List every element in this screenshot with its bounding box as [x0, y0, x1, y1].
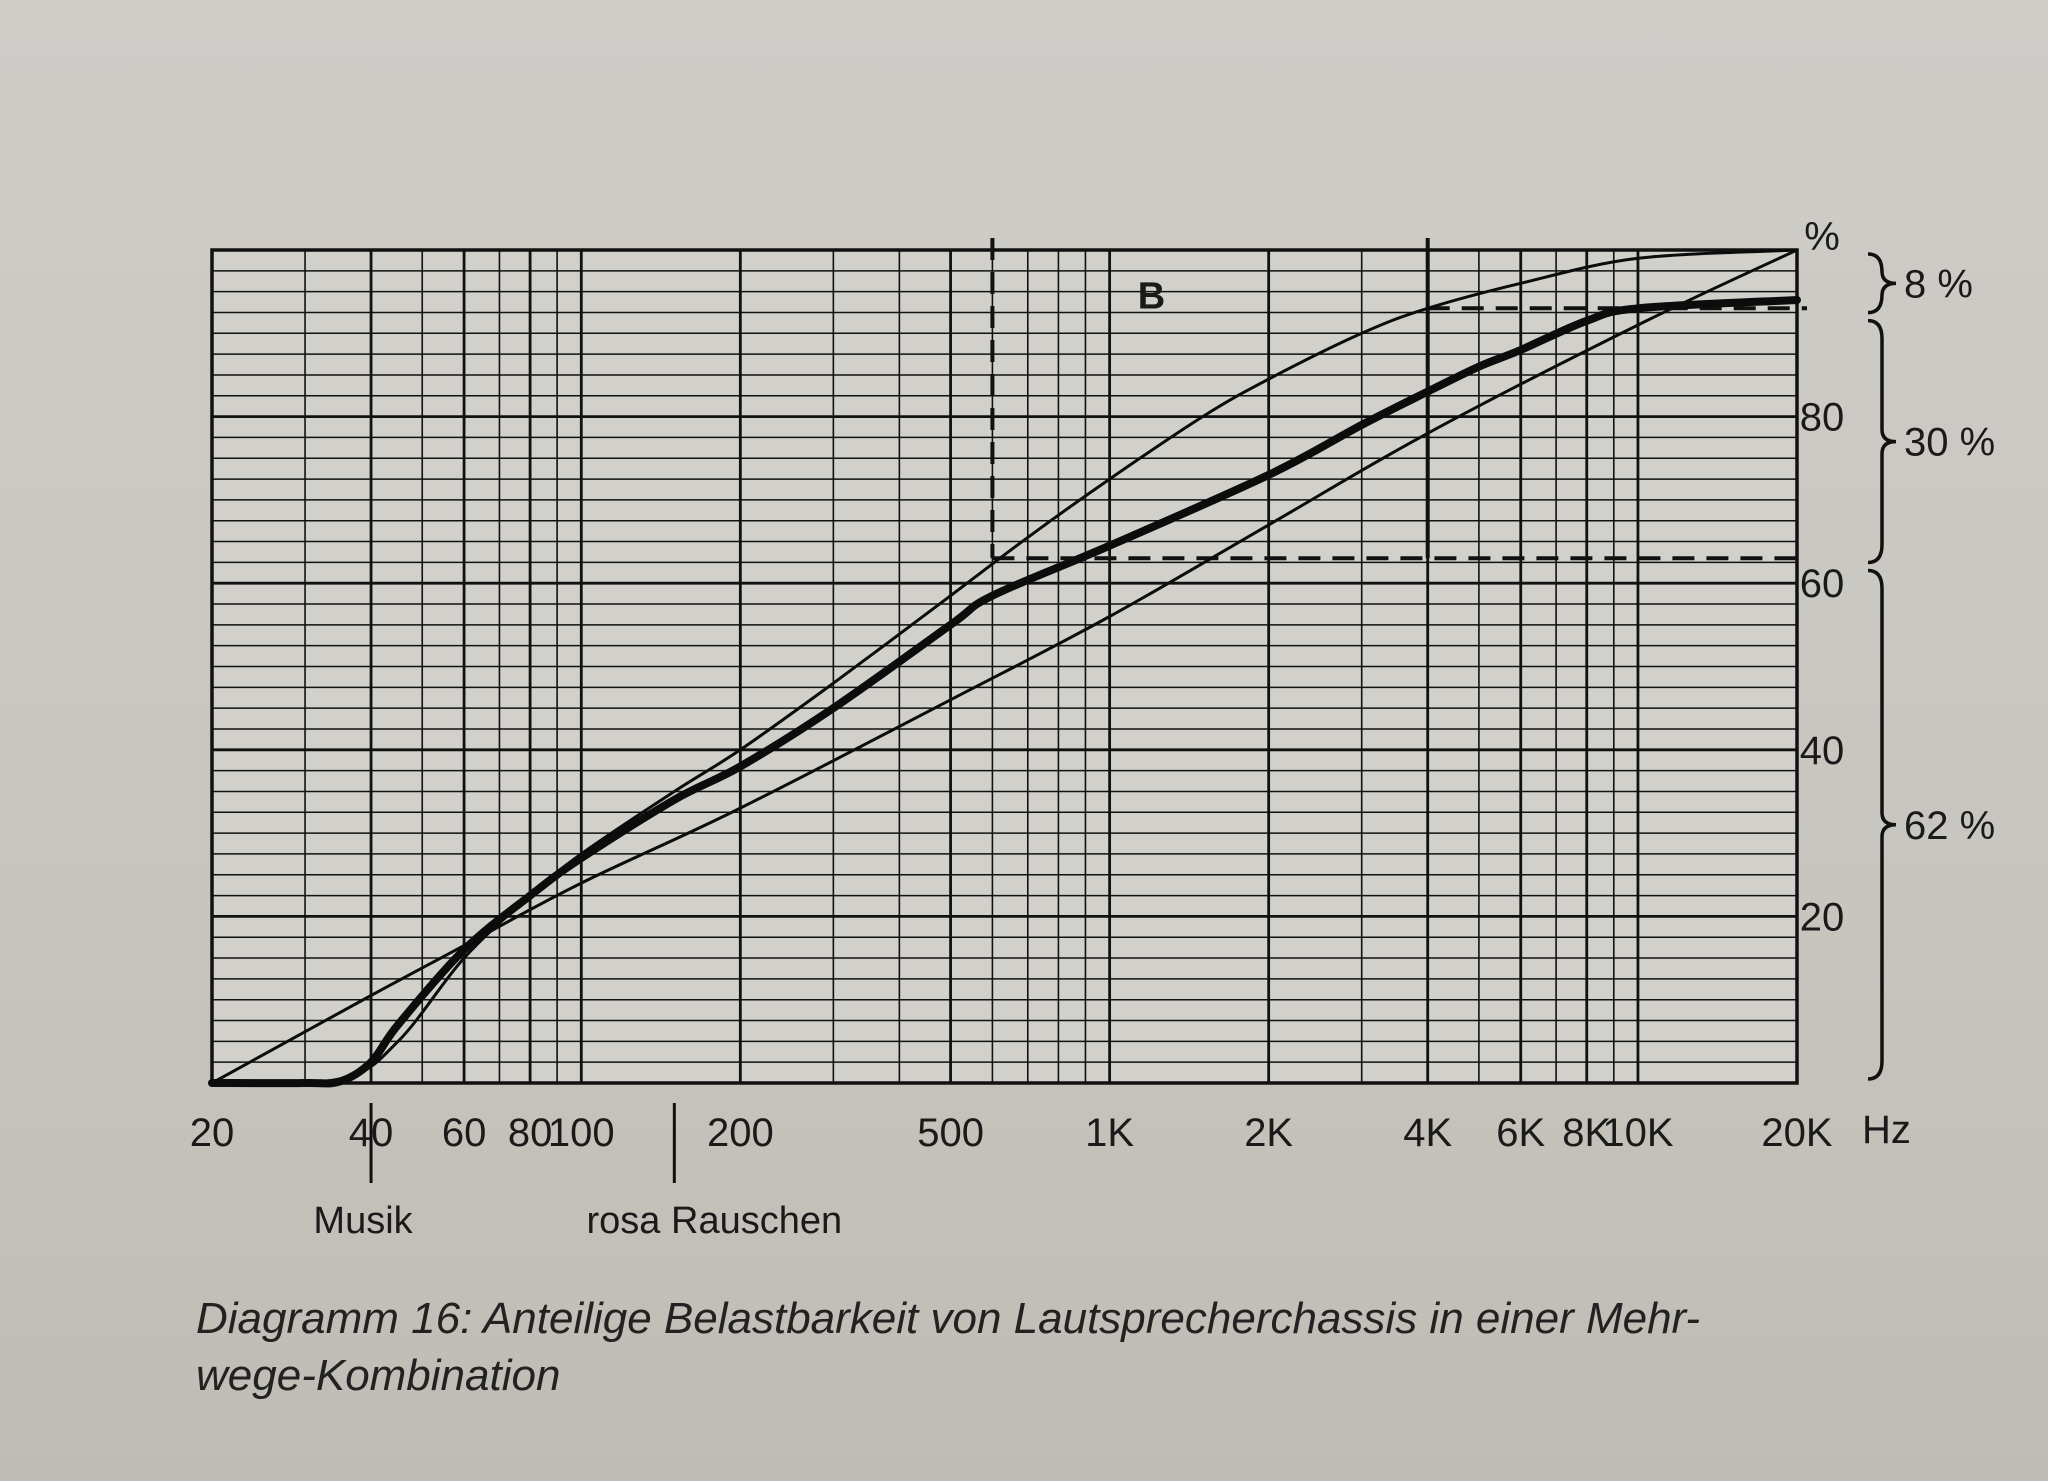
y-tick-label: %: [1804, 215, 1840, 259]
plot-frame: [210, 248, 1799, 1085]
x-tick-label: 8K: [1562, 1111, 1611, 1155]
chart-series: B: [208, 248, 1801, 1088]
y-tick-label: 40: [1800, 729, 1845, 773]
caption-line-1: Diagramm 16: Anteilige Belastbarkeit von…: [196, 1294, 1701, 1343]
x-tick-label: 20K: [1761, 1111, 1832, 1155]
y-tick-label: 80: [1800, 396, 1845, 440]
right-brackets: 8 % 30 % 62 %: [1867, 252, 1995, 1081]
annotation-label: rosa Rauschen: [587, 1200, 843, 1242]
x-tick-label: 80: [508, 1111, 553, 1155]
y-tick-label: 60: [1800, 562, 1845, 606]
x-tick-label: 10K: [1602, 1111, 1673, 1155]
y-tick-label: 20: [1800, 895, 1845, 939]
x-tick-label: 1K: [1085, 1111, 1134, 1155]
series-line-2: [210, 248, 1799, 1085]
series-label-2: B: [1138, 275, 1165, 317]
figure-caption: Diagramm 16: Anteilige Belastbarkeit von…: [196, 1290, 1976, 1404]
x-unit-label: Hz: [1862, 1108, 1911, 1152]
x-tick-label: 500: [917, 1111, 984, 1155]
series-line-1: [210, 248, 1799, 1085]
annotation-label: Musik: [313, 1200, 413, 1242]
bracket-label: 8 %: [1904, 262, 1973, 306]
bracket-label: 30 %: [1904, 421, 1995, 465]
x-tick-label: 4K: [1403, 1111, 1452, 1155]
chart-grid: [210, 248, 1799, 1085]
bracket: [1867, 568, 1897, 1081]
x-tick-label: 60: [442, 1111, 487, 1155]
x-tick-label: 100: [548, 1111, 615, 1155]
x-tick-label: 20: [190, 1111, 235, 1155]
series-line-3: [208, 296, 1801, 1088]
bracket: [1867, 318, 1897, 565]
x-tick-label: 6K: [1496, 1111, 1545, 1155]
annotations: Musik rosa Rauschen: [313, 1103, 842, 1242]
x-tick-label: 200: [707, 1111, 774, 1155]
caption-line-2: wege-Kombination: [196, 1351, 561, 1400]
bracket: [1867, 252, 1897, 315]
x-tick-label: 2K: [1244, 1111, 1293, 1155]
bracket-label: 62 %: [1904, 804, 1995, 848]
